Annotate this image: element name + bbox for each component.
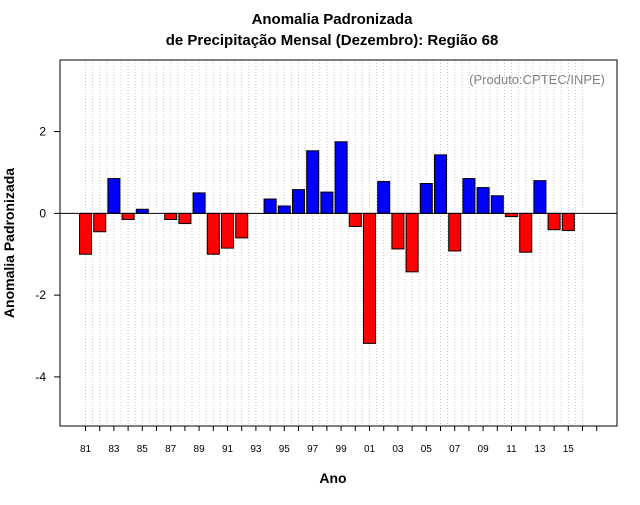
x-tick-label: 89 bbox=[194, 444, 206, 455]
x-tick-label: 11 bbox=[506, 444, 517, 455]
x-tick-label: 03 bbox=[392, 444, 404, 455]
bar bbox=[121, 212, 135, 220]
bar bbox=[490, 195, 504, 214]
x-tick-label: 09 bbox=[478, 444, 490, 455]
plot-frame bbox=[59, 59, 618, 427]
bar bbox=[476, 187, 490, 214]
grid-lines bbox=[85, 60, 583, 426]
bar bbox=[263, 198, 277, 214]
bar bbox=[320, 191, 334, 214]
bar bbox=[93, 212, 107, 233]
bar bbox=[235, 212, 249, 239]
x-tick-label: 05 bbox=[421, 444, 433, 455]
bar bbox=[107, 178, 121, 214]
bar bbox=[391, 212, 405, 250]
x-tick-label: 15 bbox=[563, 444, 575, 455]
x-tick-label: 83 bbox=[108, 444, 120, 455]
bar bbox=[135, 208, 149, 214]
x-tick-label: 91 bbox=[222, 444, 234, 455]
bar bbox=[277, 205, 291, 214]
x-tick-label: 95 bbox=[279, 444, 291, 455]
bar bbox=[221, 212, 234, 249]
bar bbox=[561, 212, 575, 232]
x-tick-label: 97 bbox=[307, 444, 319, 455]
bar bbox=[405, 212, 419, 273]
bar bbox=[192, 192, 206, 214]
bar bbox=[533, 180, 547, 214]
x-axis-label: Ano bbox=[319, 470, 346, 486]
bar bbox=[419, 183, 433, 214]
chart-subtitle: de Precipitação Mensal (Dezembro): Regiã… bbox=[166, 32, 499, 49]
x-tick-label: 99 bbox=[336, 444, 348, 455]
y-axis-label: Anomalia Padronizada bbox=[1, 168, 17, 318]
x-tick-label: 01 bbox=[364, 444, 376, 455]
bar bbox=[363, 212, 376, 344]
x-tick-label: 87 bbox=[165, 444, 177, 455]
y-tick-label: 0 bbox=[39, 206, 46, 220]
bar bbox=[377, 180, 391, 214]
axes: -4 -2 0 2 81 83 85 87 89 91 93 95 97 99 01 03 05 07 09 11 13… bbox=[35, 59, 618, 455]
x-tick-label: 81 bbox=[80, 444, 92, 455]
bar bbox=[547, 212, 561, 231]
bar bbox=[434, 154, 447, 214]
bar bbox=[462, 178, 476, 214]
bar bbox=[178, 212, 192, 225]
y-tick-label: 2 bbox=[39, 125, 46, 139]
bar bbox=[292, 189, 305, 214]
bars bbox=[79, 141, 575, 344]
x-tick-label: 93 bbox=[250, 444, 262, 455]
bar bbox=[348, 212, 362, 227]
bar bbox=[448, 212, 462, 252]
bar bbox=[164, 212, 178, 220]
bar bbox=[519, 212, 533, 253]
bar bbox=[206, 212, 220, 255]
source-annotation: (Produto:CPTEC/INPE) bbox=[469, 72, 605, 87]
chart-title: Anomalia Padronizada bbox=[252, 11, 414, 28]
bar bbox=[334, 141, 348, 214]
x-tick-label: 13 bbox=[534, 444, 546, 455]
y-tick-label: -4 bbox=[35, 370, 46, 384]
x-tick-label: 07 bbox=[449, 444, 461, 455]
x-tick-label: 85 bbox=[137, 444, 149, 455]
bar bbox=[79, 212, 92, 255]
y-tick-label: -2 bbox=[35, 288, 46, 302]
bar bbox=[306, 150, 320, 214]
